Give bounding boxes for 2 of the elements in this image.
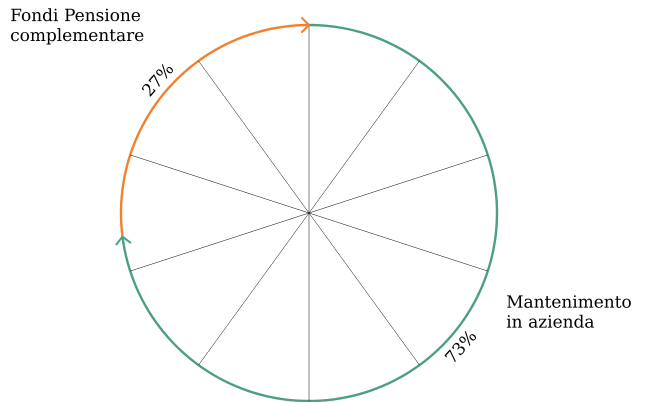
- slice-label: Fondi Pensione complementare: [11, 8, 144, 45]
- slice-label: Mantenimento in azienda: [506, 295, 631, 328]
